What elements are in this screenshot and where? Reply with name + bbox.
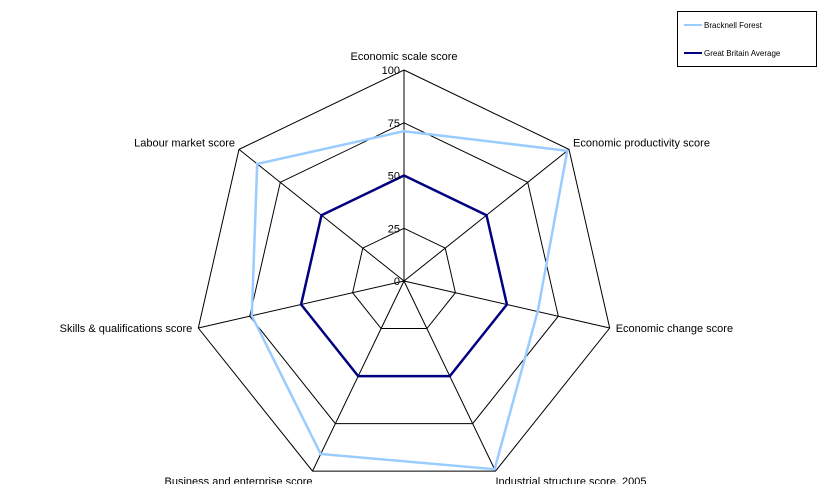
tick-label: 75 (388, 118, 400, 130)
grid-ring-100 (197, 69, 611, 472)
legend: Bracknell Forest Great Britain Average (677, 11, 817, 67)
radar-series (250, 129, 569, 471)
category-label: Economic change score (616, 323, 733, 335)
category-label: Economic scale score (351, 51, 458, 63)
category-label: Industrial structure score, 2005 (496, 476, 647, 484)
category-label: Economic productivity score (573, 137, 710, 149)
legend-swatch-series-2 (684, 52, 702, 54)
legend-item-series-1: Bracknell Forest (684, 18, 762, 32)
legend-label-series-2: Great Britain Average (704, 48, 781, 58)
category-label: Skills & qualifications score (60, 323, 193, 335)
series-line-1 (250, 129, 569, 471)
tick-label: 50 (388, 171, 400, 183)
series-line-2 (299, 174, 509, 378)
grid-ring-25 (352, 227, 456, 329)
tick-label: 100 (382, 65, 400, 77)
tick-label: 25 (388, 223, 400, 235)
category-label: Business and enterprise score (165, 476, 313, 484)
tick-label: 0 (394, 276, 400, 288)
category-label: Labour market score (134, 137, 235, 149)
legend-swatch-series-1 (684, 24, 702, 26)
radar-labels: 0 25 50 75 100 Economic scale score Economic p… (60, 51, 733, 484)
legend-label-series-1: Bracknell Forest (704, 20, 762, 30)
legend-item-series-2: Great Britain Average (684, 46, 780, 60)
grid-ring-75 (249, 122, 559, 425)
